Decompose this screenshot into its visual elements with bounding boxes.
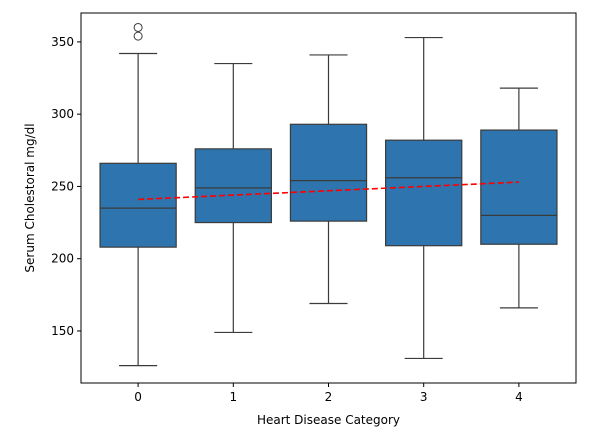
y-tick-label-250: 250 bbox=[51, 179, 74, 193]
trend-line bbox=[138, 181, 519, 201]
y-tick-label-300: 300 bbox=[51, 107, 74, 121]
box-3 bbox=[385, 139, 463, 247]
x-tick-label-4: 4 bbox=[515, 390, 523, 404]
boxes-layer bbox=[99, 22, 558, 367]
y-tick-label-200: 200 bbox=[51, 252, 74, 266]
x-tick-label-0: 0 bbox=[134, 390, 142, 404]
ticks-layer: 150 200 250 300 350 0 1 2 3 4 bbox=[51, 35, 523, 404]
box-4 bbox=[480, 129, 558, 245]
x-tick-label-2: 2 bbox=[325, 390, 333, 404]
box-0 bbox=[99, 162, 177, 248]
y-tick-label-150: 150 bbox=[51, 324, 74, 338]
box-2 bbox=[289, 123, 368, 222]
x-tick-label-3: 3 bbox=[420, 390, 428, 404]
trend-layer bbox=[138, 181, 519, 201]
box-1 bbox=[194, 148, 272, 224]
y-axis-label: Serum Cholestoral mg/dl bbox=[23, 123, 37, 272]
outlier-0-0 bbox=[133, 31, 143, 41]
x-tick-label-1: 1 bbox=[229, 390, 237, 404]
y-tick-label-350: 350 bbox=[51, 35, 74, 49]
x-axis-label: Heart Disease Category bbox=[257, 413, 400, 427]
outlier-0-1 bbox=[133, 22, 143, 32]
